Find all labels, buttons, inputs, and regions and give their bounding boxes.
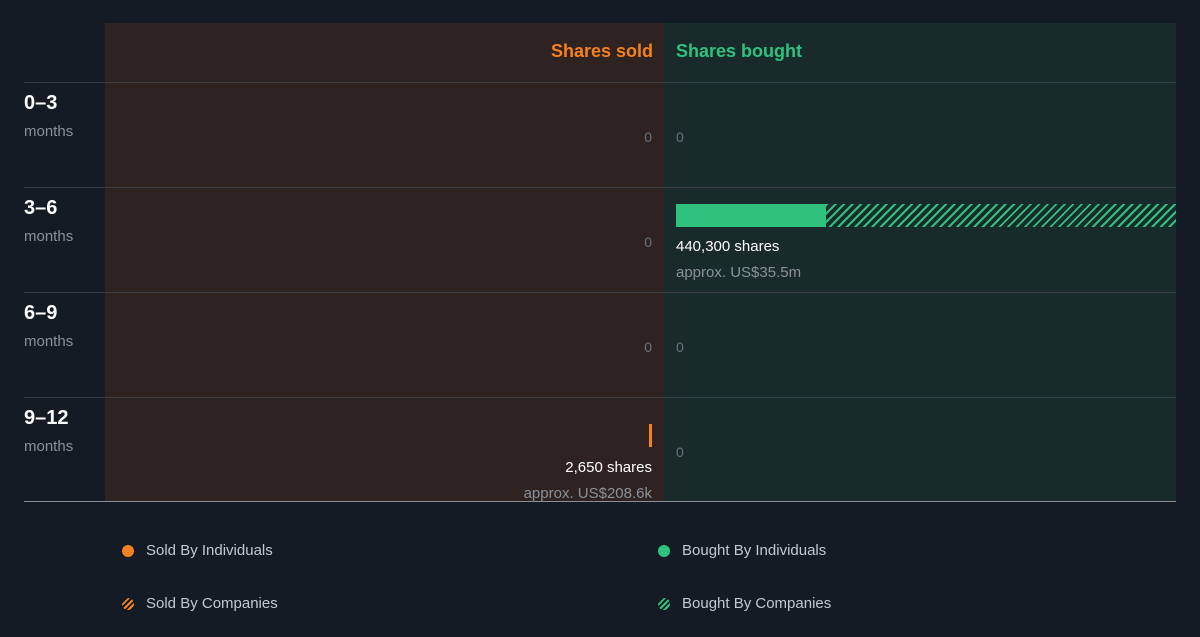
bought-shares-label: 440,300 shares <box>676 238 780 255</box>
bought-companies-bar <box>825 204 1176 227</box>
legend-label: Bought By Companies <box>682 595 832 612</box>
bought-zero-label: 0 <box>676 129 684 145</box>
row-label: 0–3 months <box>24 91 73 141</box>
shares-bought-header: Shares bought <box>676 41 803 61</box>
legend-label: Sold By Individuals <box>146 542 273 559</box>
sold-value-label: approx. US$208.6k <box>523 485 652 502</box>
row-unit: months <box>24 123 74 140</box>
legend-label: Bought By Individuals <box>682 542 827 559</box>
legend-item: Sold By Individuals <box>122 542 273 560</box>
row-range: 6–9 <box>24 302 58 324</box>
row-range: 3–6 <box>24 197 58 219</box>
row-divider <box>24 397 1176 398</box>
bought-zero-label: 0 <box>676 339 684 355</box>
row-label: 3–6 months <box>24 196 73 246</box>
chart-baseline <box>24 501 1176 502</box>
legend-label: Sold By Companies <box>146 595 278 612</box>
bought-individuals-bar <box>676 204 826 227</box>
legend-hatched-swatch <box>122 598 134 610</box>
row-unit: months <box>24 333 74 350</box>
sold-individuals-bar <box>648 424 652 447</box>
legend-solid-swatch <box>658 545 670 557</box>
row-unit: months <box>24 438 74 455</box>
row-range: 9–12 <box>24 407 69 429</box>
shares-bought-panel <box>664 23 1176 501</box>
bought-value-label: approx. US$35.5m <box>676 264 802 281</box>
sold-zero-label: 0 <box>644 129 652 145</box>
legend-solid-swatch <box>122 545 134 557</box>
row-divider <box>24 82 1176 83</box>
legend-item: Bought By Companies <box>658 595 831 613</box>
sold-zero-label: 0 <box>644 339 652 355</box>
legend-item: Sold By Companies <box>122 595 278 613</box>
row-unit: months <box>24 228 74 245</box>
sold-zero-label: 0 <box>644 234 652 250</box>
bought-zero-label: 0 <box>676 444 684 460</box>
row-range: 0–3 <box>24 92 58 114</box>
shares-sold-header: Shares sold <box>550 41 653 61</box>
row-label: 6–9 months <box>24 301 73 351</box>
row-divider <box>24 292 1176 293</box>
row-divider <box>24 187 1176 188</box>
legend-hatched-swatch <box>658 598 670 610</box>
sold-shares-label: 2,650 shares <box>565 459 652 476</box>
legend-item: Bought By Individuals <box>658 542 826 560</box>
row-label: 9–12 months <box>24 406 73 456</box>
shares-sold-panel <box>105 23 664 501</box>
